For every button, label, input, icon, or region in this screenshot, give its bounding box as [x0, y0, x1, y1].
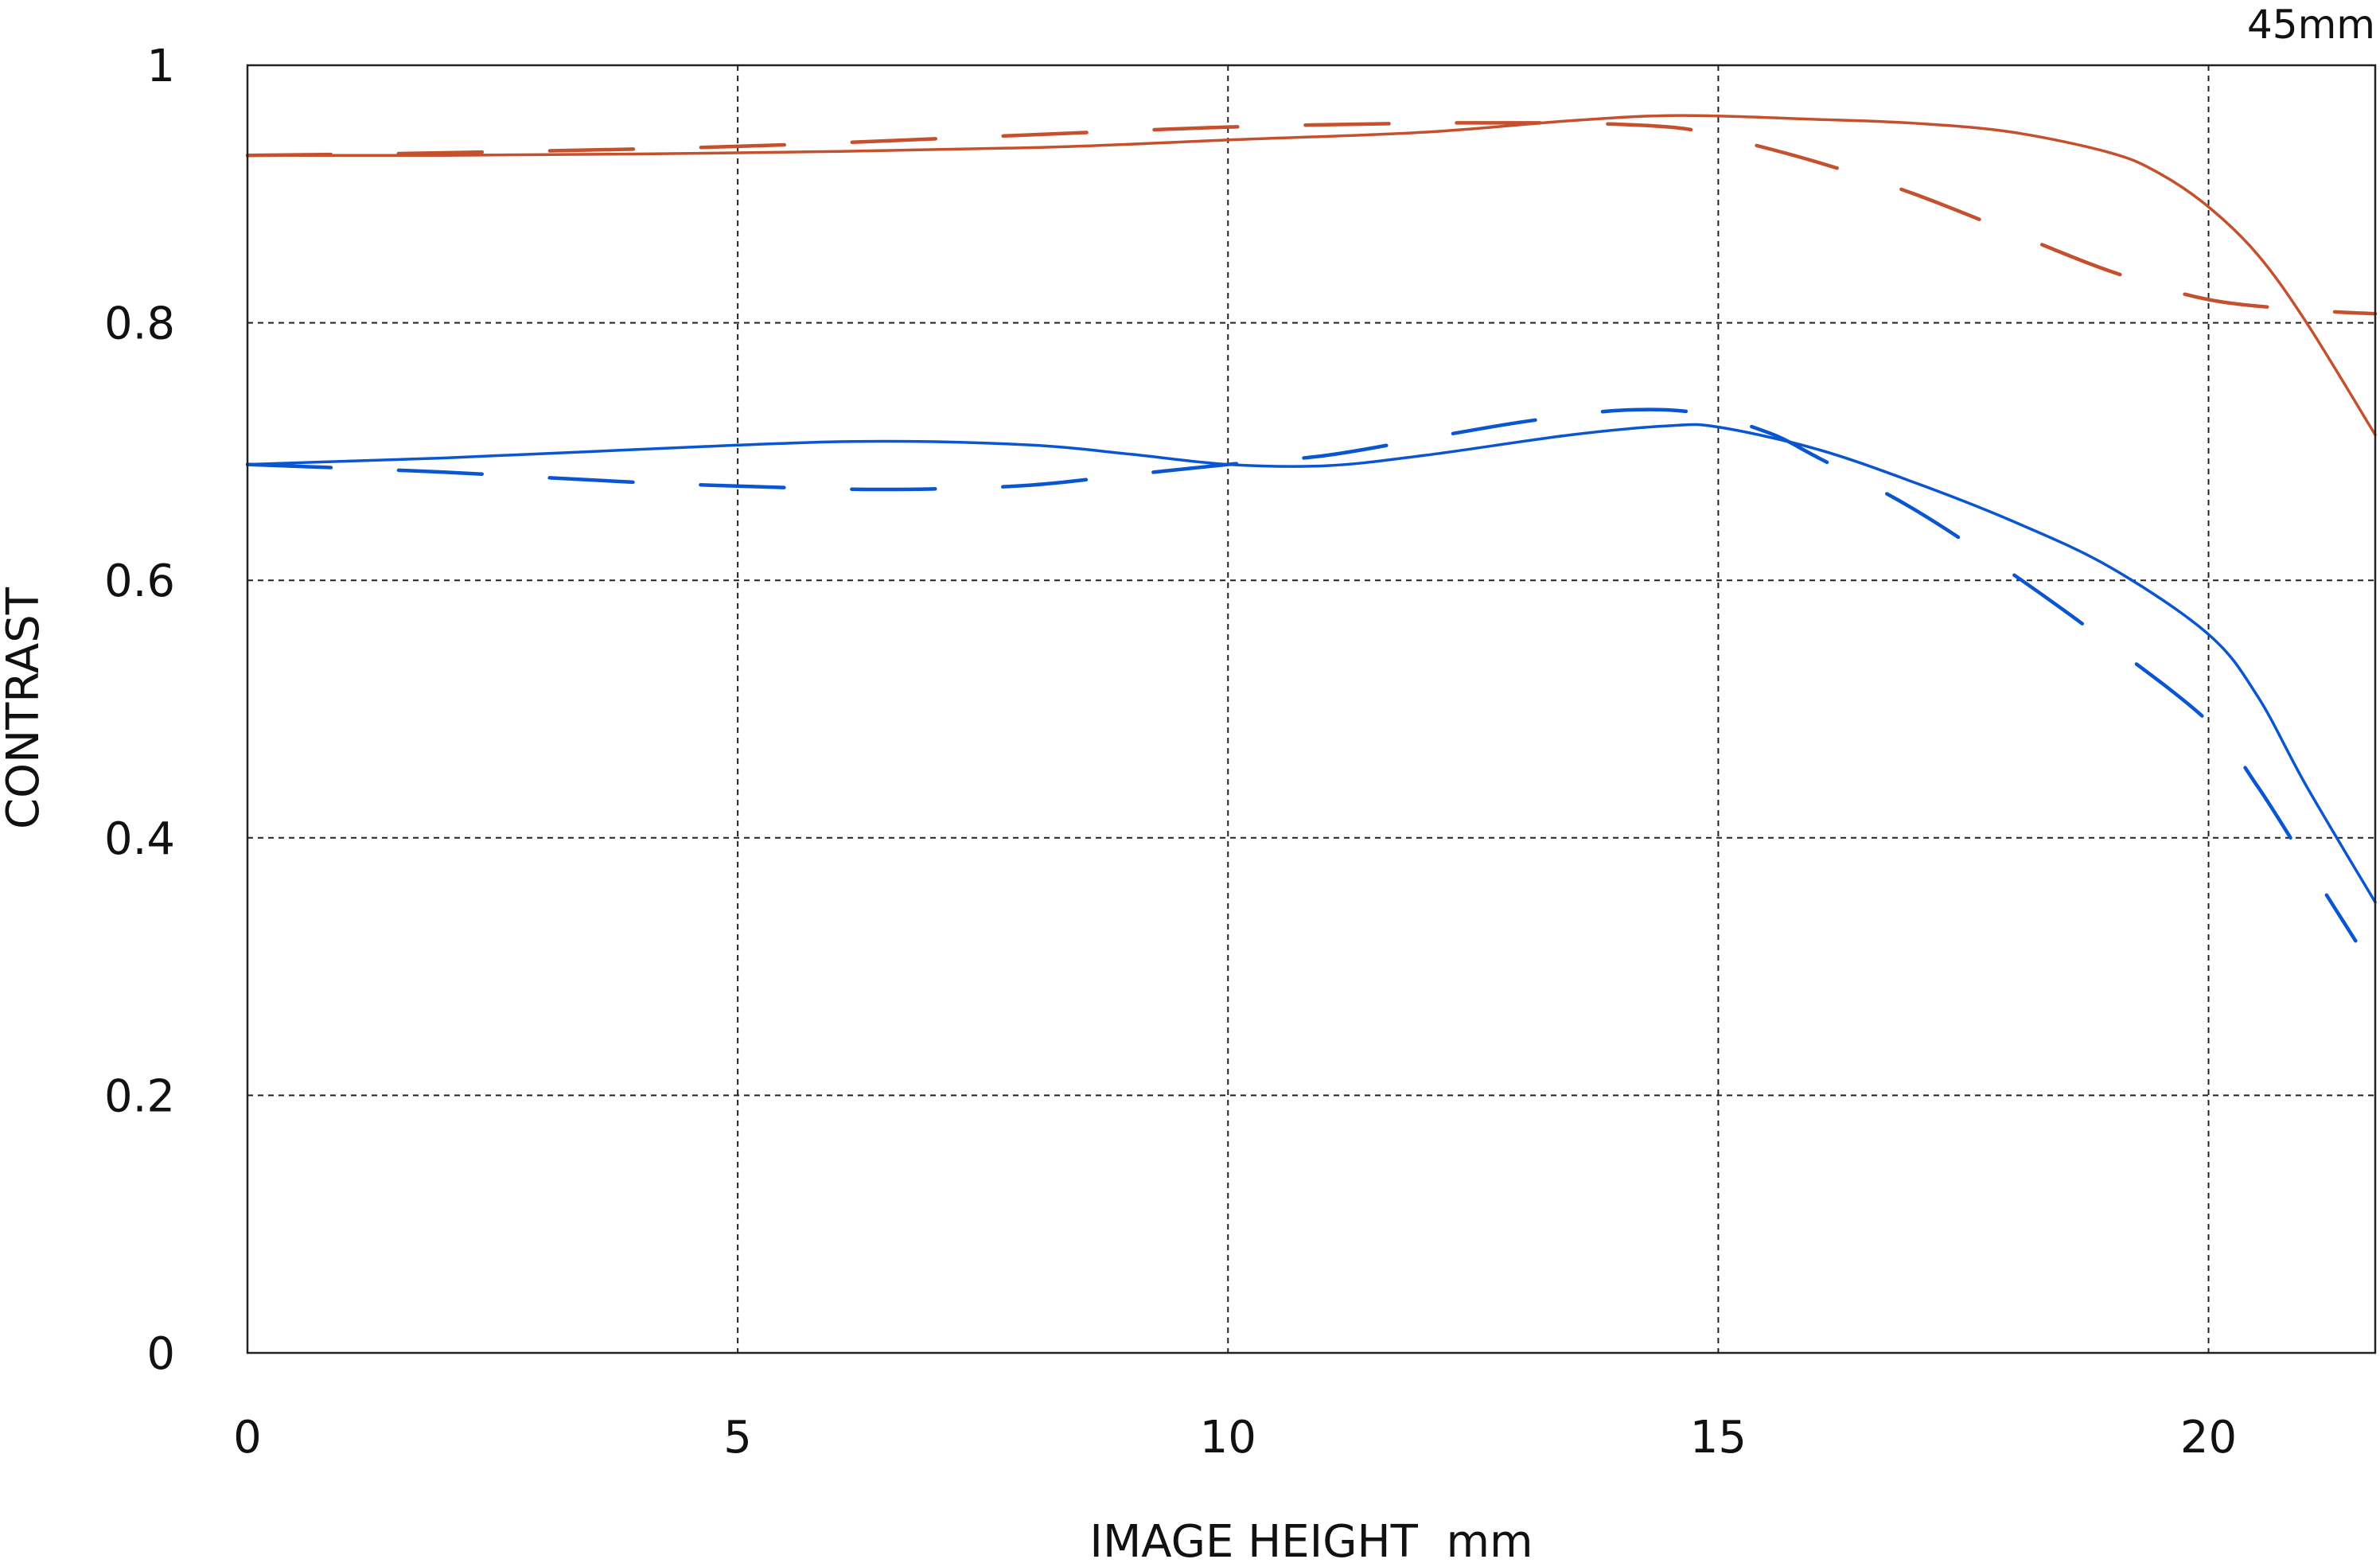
chart-title: 45mm [2247, 2, 2375, 48]
y-tick-label: 0.2 [104, 1070, 175, 1122]
series-line-red-dashed [245, 120, 2378, 316]
series-line-red-solid [246, 114, 2377, 437]
x-tick-label: 0 [233, 1412, 262, 1464]
series-lines [245, 114, 2378, 943]
x-axis-label: IMAGE HEIGHT mm [1089, 1516, 1533, 1563]
y-tick-label: 0.4 [104, 813, 175, 865]
x-tick-labels: 0 5 10 15 20 [233, 1412, 2237, 1464]
y-tick-label: 1 [146, 41, 175, 92]
y-axis-label: CONTRAST [0, 587, 49, 829]
y-tick-labels: 0 0.2 0.4 0.6 0.8 1 [104, 41, 175, 1380]
x-tick-label: 10 [1200, 1412, 1256, 1464]
plot-frame [246, 64, 2377, 1354]
series-line-blue-dashed [245, 407, 2358, 943]
x-tick-label: 5 [723, 1412, 752, 1464]
y-tick-label: 0.8 [104, 298, 175, 350]
x-tick-label: 15 [1690, 1412, 1747, 1464]
y-tick-label: 0.6 [104, 555, 175, 607]
series-line-blue-solid [246, 423, 2377, 904]
grid [247, 65, 2375, 1353]
x-tick-label: 20 [2180, 1412, 2237, 1464]
y-tick-label: 0 [146, 1328, 175, 1380]
